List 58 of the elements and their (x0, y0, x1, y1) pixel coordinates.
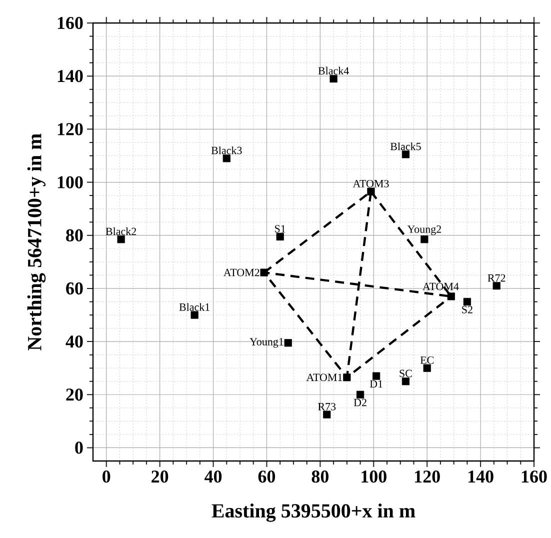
point (463, 298, 471, 306)
point (284, 339, 292, 347)
point (356, 390, 364, 398)
annotation: Black5 (390, 142, 421, 150)
y-tick-label: 40 (66, 335, 83, 348)
y-tick-label: 20 (66, 388, 83, 401)
annotation: Young2 (407, 225, 441, 236)
y-tick-label: 0 (75, 442, 83, 454)
annotation: ATOM4 (422, 282, 459, 290)
annotation: S2 (462, 306, 472, 314)
annotation: S1 (275, 225, 286, 232)
annotation: EC (420, 356, 434, 364)
point (323, 410, 331, 418)
x-tick-label: 100 (362, 470, 386, 483)
annotation: ATOM2 (224, 268, 260, 276)
point (367, 188, 375, 196)
annotation: SC (400, 370, 412, 378)
y-axis-title: Northing 5647100+y in m (27, 134, 46, 350)
annotation: D2 (354, 398, 366, 406)
y-tick-label: 60 (66, 282, 83, 295)
y-tick-label: 120 (58, 123, 83, 136)
point (402, 378, 410, 386)
x-tick-label: 140 (468, 470, 494, 483)
annotation: Black3 (211, 146, 242, 154)
point (420, 236, 428, 244)
point (492, 282, 500, 290)
annotation: ATOM1 (306, 374, 342, 382)
x-tick-label: 0 (102, 470, 110, 483)
point (260, 268, 268, 276)
point (372, 372, 380, 380)
x-tick-label: 20 (152, 470, 168, 483)
y-tick-label: 140 (58, 70, 83, 82)
annotation: D1 (370, 380, 382, 388)
x-tick-label: 60 (258, 470, 276, 483)
point (402, 150, 410, 158)
x-tick-label: 160 (522, 470, 547, 483)
point (330, 74, 338, 83)
point (447, 292, 455, 300)
point (276, 232, 284, 240)
point (222, 154, 230, 162)
y-tick-label: 160 (58, 16, 83, 30)
point (190, 311, 198, 319)
x-tick-label: 80 (312, 470, 328, 483)
annotation: R73 (318, 402, 336, 410)
point (117, 236, 125, 244)
x-tick-label: 40 (204, 470, 222, 483)
annotation: Black1 (179, 303, 210, 311)
point (343, 374, 351, 382)
annotation: ATOM3 (352, 180, 389, 188)
annotation: R72 (488, 274, 506, 282)
point (423, 364, 431, 372)
x-tick-label: 120 (415, 470, 440, 483)
y-tick-label: 100 (58, 176, 83, 188)
annotation: Black2 (106, 227, 136, 236)
x-axis-title: Easting 5395500+x in m (212, 504, 416, 522)
annotation: Young1 (250, 338, 284, 348)
annotation: Black4 (318, 66, 349, 75)
y-tick-label: 80 (66, 229, 83, 242)
